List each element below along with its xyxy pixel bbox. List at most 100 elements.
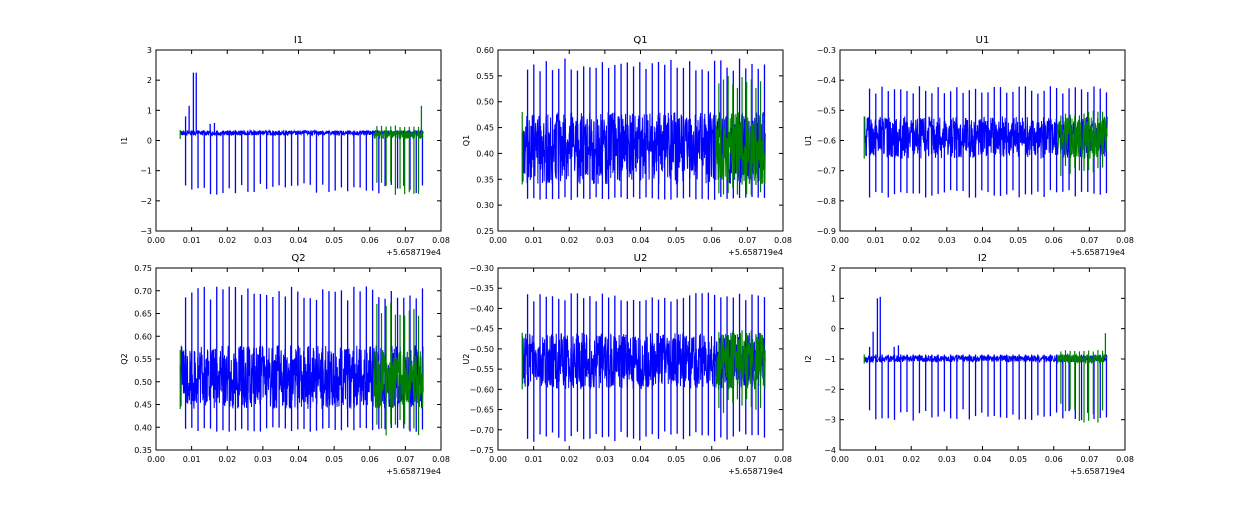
x-tick-label: 0.01 <box>183 236 201 245</box>
y-tick-label: 0.55 <box>476 72 494 81</box>
chart-title: Q1 <box>633 35 647 46</box>
y-tick-label: −1 <box>140 167 152 176</box>
y-tick-label: −0.6 <box>817 137 836 146</box>
y-tick-label: 1 <box>831 294 836 303</box>
x-tick-label: 0.05 <box>325 455 343 464</box>
chart-title: I1 <box>294 35 303 46</box>
chart-U2: 0.00 0.01 0.02 0.03 0.04 0.05 0.06 0.07 0.08 −0.7… <box>462 253 792 476</box>
x-tick-label: 0.02 <box>560 455 578 464</box>
series-blue <box>521 58 766 200</box>
y-axis-label: Q2 <box>120 353 129 364</box>
x-tick-label: 0.03 <box>596 455 614 464</box>
y-tick-label: 0.45 <box>476 124 494 133</box>
x-tick-label: 0.06 <box>703 236 721 245</box>
series-blue <box>521 292 766 442</box>
x-tick-label: 0.07 <box>738 236 756 245</box>
x-tick-label: 0.00 <box>147 236 165 245</box>
x-tick-label: 0.03 <box>938 236 956 245</box>
x-tick-label: 0.02 <box>902 236 920 245</box>
x-tick-label: 0.05 <box>325 236 343 245</box>
x-tick-label: 0.03 <box>254 455 272 464</box>
series-green <box>179 302 424 436</box>
x-tick-label: 0.02 <box>218 455 236 464</box>
x-tick-label: 0.04 <box>632 455 650 464</box>
y-tick-label: −0.30 <box>469 264 494 273</box>
chart-title: U2 <box>634 253 648 264</box>
y-tick-label: −0.35 <box>469 284 494 293</box>
x-tick-label: 0.08 <box>774 236 792 245</box>
x-offset-label: +5.658719e4 <box>386 467 441 476</box>
y-tick-label: −0.55 <box>469 365 494 374</box>
series-green <box>863 110 1108 176</box>
x-tick-label: 0.05 <box>667 455 685 464</box>
y-tick-label: 0.65 <box>134 310 152 319</box>
x-offset-label: +5.658719e4 <box>386 248 441 257</box>
x-offset-label: +5.658719e4 <box>728 467 783 476</box>
y-tick-label: 0.70 <box>134 287 152 296</box>
y-tick-label: −1 <box>824 355 836 364</box>
y-tick-label: 0.75 <box>134 264 152 273</box>
y-tick-label: −0.7 <box>817 167 836 176</box>
y-tick-label: −0.65 <box>469 406 494 415</box>
x-tick-label: 0.08 <box>774 455 792 464</box>
y-tick-label: 0.50 <box>476 98 494 107</box>
x-tick-label: 0.01 <box>183 455 201 464</box>
y-tick-label: −2 <box>140 197 152 206</box>
x-tick-label: 0.04 <box>632 236 650 245</box>
x-tick-label: 0.06 <box>1045 236 1063 245</box>
x-tick-label: 0.07 <box>1080 455 1098 464</box>
x-tick-label: 0.06 <box>1045 455 1063 464</box>
chart-title: Q2 <box>291 253 305 264</box>
y-tick-label: −0.70 <box>469 426 494 435</box>
x-offset-label: +5.658719e4 <box>1070 467 1125 476</box>
series-green <box>863 333 1108 423</box>
x-offset-label: +5.658719e4 <box>1070 248 1125 257</box>
x-tick-label: 0.01 <box>525 455 543 464</box>
x-tick-label: 0.04 <box>974 236 992 245</box>
y-tick-label: 0.35 <box>476 175 494 184</box>
x-tick-label: 0.01 <box>867 455 885 464</box>
y-tick-label: 0.45 <box>134 401 152 410</box>
y-tick-label: 2 <box>831 264 836 273</box>
y-tick-label: −0.75 <box>469 446 494 455</box>
chart-I2: 0.00 0.01 0.02 0.03 0.04 0.05 0.06 0.07 0.08 −4 −3… <box>804 253 1134 476</box>
y-tick-label: 2 <box>147 76 152 85</box>
series-green <box>521 330 766 413</box>
x-offset-label: +5.658719e4 <box>728 248 783 257</box>
series-green <box>521 76 766 195</box>
x-tick-label: 0.02 <box>902 455 920 464</box>
chart-Q1: 0.00 0.01 0.02 0.03 0.04 0.05 0.06 0.07 0.08 0.25… <box>462 35 792 257</box>
y-tick-label: −0.3 <box>817 46 836 55</box>
x-tick-label: 0.07 <box>1080 236 1098 245</box>
chart-title: I2 <box>978 253 987 264</box>
y-tick-label: −3 <box>140 227 152 236</box>
y-tick-label: 0.50 <box>134 378 152 387</box>
x-tick-label: 0.05 <box>667 236 685 245</box>
series-blue <box>179 72 424 195</box>
x-tick-label: 0.04 <box>974 455 992 464</box>
y-tick-label: 0 <box>147 137 152 146</box>
y-axis-label: Q1 <box>462 135 471 146</box>
y-tick-label: −4 <box>824 446 836 455</box>
y-tick-label: −0.5 <box>817 106 836 115</box>
y-tick-label: 0.60 <box>476 46 494 55</box>
y-axis-label: I1 <box>120 137 129 144</box>
y-tick-label: −2 <box>824 385 836 394</box>
x-tick-label: 0.07 <box>738 455 756 464</box>
x-tick-label: 0.07 <box>396 236 414 245</box>
y-tick-label: 0.35 <box>134 446 152 455</box>
chart-Q2: 0.00 0.01 0.02 0.03 0.04 0.05 0.06 0.07 0.08 0.35… <box>120 253 450 476</box>
x-tick-label: 0.05 <box>1009 236 1027 245</box>
y-tick-label: 0.40 <box>476 149 494 158</box>
x-tick-label: 0.04 <box>290 455 308 464</box>
y-axis-label: U1 <box>804 135 813 146</box>
axes-frame <box>155 49 442 232</box>
x-tick-label: 0.00 <box>147 455 165 464</box>
x-tick-label: 0.00 <box>489 455 507 464</box>
y-tick-label: −3 <box>824 416 836 425</box>
series-line <box>179 128 424 138</box>
x-tick-label: 0.08 <box>1116 455 1134 464</box>
y-tick-label: 1 <box>147 106 152 115</box>
y-tick-label: −0.40 <box>469 304 494 313</box>
x-tick-label: 0.03 <box>938 455 956 464</box>
